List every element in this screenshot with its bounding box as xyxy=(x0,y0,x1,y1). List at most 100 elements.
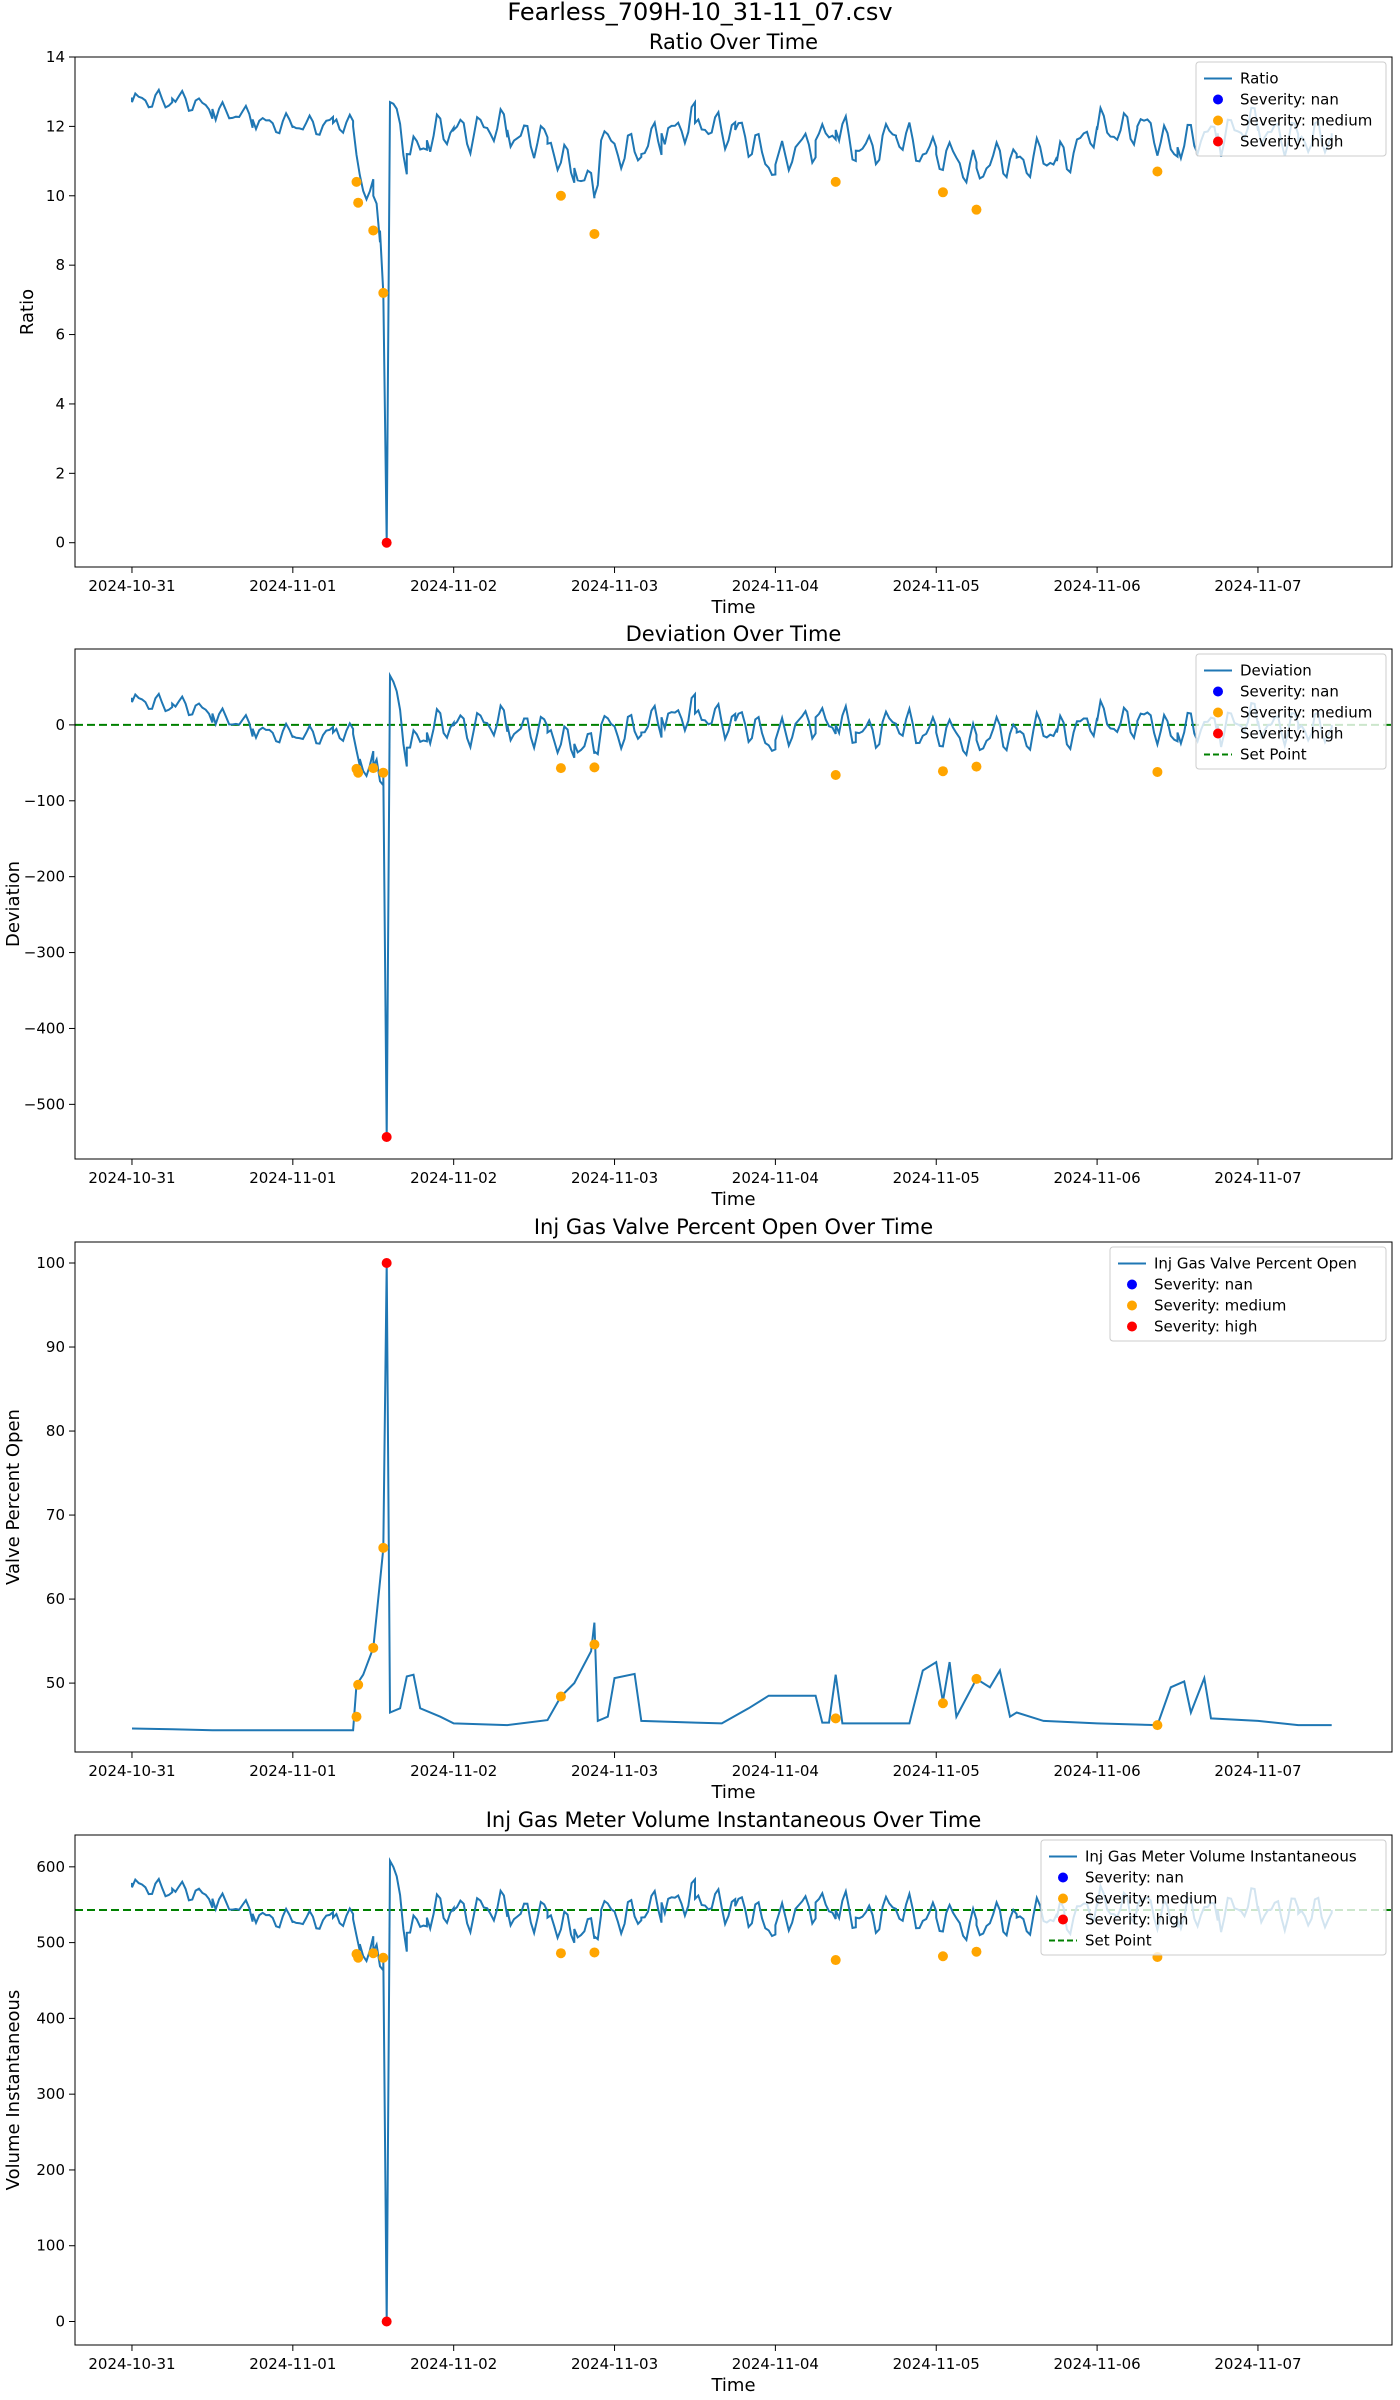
severity-medium-marker xyxy=(1152,166,1163,177)
chart-title: Inj Gas Meter Volume Instantaneous Over … xyxy=(486,1808,982,1832)
x-tick-label: 2024-11-07 xyxy=(1214,577,1301,595)
y-tick-label: 4 xyxy=(55,395,65,413)
x-axis-label: Time xyxy=(710,1782,755,1803)
legend: Inj Gas Valve Percent Open Severity: nan S… xyxy=(1109,1246,1387,1342)
severity-medium-marker xyxy=(368,763,379,774)
severity-high-marker xyxy=(381,1258,392,1269)
severity-medium-marker xyxy=(589,1639,600,1650)
severity-medium-marker xyxy=(353,767,364,778)
x-tick-label: 2024-11-01 xyxy=(249,1169,336,1187)
legend-severity-high-swatch xyxy=(1213,728,1223,739)
y-tick-label: −400 xyxy=(24,1019,65,1037)
figure-title: Fearless_709H-10_31-11_07.csv xyxy=(507,0,892,26)
legend-severity-medium-swatch xyxy=(1213,115,1223,126)
x-tick-label: 2024-10-31 xyxy=(88,577,175,595)
x-tick-label: 2024-11-01 xyxy=(249,577,336,595)
severity-medium-marker xyxy=(937,187,948,198)
severity-medium-marker xyxy=(555,1691,566,1702)
x-tick-label: 2024-11-04 xyxy=(732,577,819,595)
legend-entry-label: Severity: medium xyxy=(1085,1890,1217,1908)
chart-title: Inj Gas Valve Percent Open Over Time xyxy=(534,1215,933,1239)
chart-panel: Inj Gas Valve Percent Open Over Time 2024… xyxy=(3,1215,1393,1803)
legend-entry-label: Inj Gas Valve Percent Open xyxy=(1154,1255,1357,1273)
series-line xyxy=(131,87,1333,543)
axes-frame xyxy=(74,648,1393,1160)
y-tick-label: 0 xyxy=(55,2313,65,2331)
x-tick-label: 2024-11-05 xyxy=(893,2355,980,2373)
chart-panel: Ratio Over Time 2024-10-31 2024-11-01 2024-… xyxy=(17,30,1393,618)
legend-severity-nan-swatch xyxy=(1213,94,1223,105)
severity-medium-marker xyxy=(830,1955,841,1966)
x-axis-label: Time xyxy=(710,1189,755,1210)
legend-severity-nan-swatch xyxy=(1058,1872,1068,1883)
y-tick-label: 60 xyxy=(46,1590,65,1608)
severity-medium-marker xyxy=(555,763,566,774)
legend-severity-high-swatch xyxy=(1213,136,1223,147)
x-tick-label: 2024-11-01 xyxy=(249,1762,336,1780)
legend-entry-label: Severity: nan xyxy=(1085,1869,1184,1887)
legend-entry-label: Severity: nan xyxy=(1240,91,1339,109)
legend-entry-label: Set Point xyxy=(1085,1932,1152,1950)
legend-entry-label: Severity: medium xyxy=(1240,704,1372,722)
x-tick-label: 2024-11-07 xyxy=(1214,1169,1301,1187)
x-tick-label: 2024-11-06 xyxy=(1054,577,1141,595)
axes-frame xyxy=(74,1834,1393,2346)
legend-box xyxy=(1195,61,1387,157)
severity-medium-marker xyxy=(937,1951,948,1962)
legend: Deviation Severity: nan Severity: medium Se… xyxy=(1195,653,1387,770)
y-tick-label: 14 xyxy=(46,48,65,66)
legend-severity-medium-swatch xyxy=(1058,1893,1068,1904)
x-tick-label: 2024-11-04 xyxy=(732,1762,819,1780)
chart-title: Ratio Over Time xyxy=(649,30,818,54)
y-tick-label: 400 xyxy=(36,2009,65,2027)
y-tick-label: 10 xyxy=(46,187,65,205)
y-tick-label: 600 xyxy=(36,1858,65,1876)
legend-entry-label: Severity: high xyxy=(1085,1911,1188,1929)
legend-entry-label: Severity: medium xyxy=(1240,112,1372,130)
y-tick-label: 200 xyxy=(36,2161,65,2179)
x-tick-label: 2024-11-06 xyxy=(1054,2355,1141,2373)
x-tick-label: 2024-11-02 xyxy=(410,2355,497,2373)
y-axis-label: Valve Percent Open xyxy=(3,1409,24,1585)
severity-medium-marker xyxy=(378,1542,389,1553)
legend-severity-medium-swatch xyxy=(1213,707,1223,718)
legend-severity-high-swatch xyxy=(1058,1914,1068,1925)
x-tick-label: 2024-11-05 xyxy=(893,577,980,595)
x-tick-label: 2024-11-06 xyxy=(1054,1169,1141,1187)
legend-box xyxy=(1040,1839,1387,1956)
y-tick-label: −500 xyxy=(24,1095,65,1113)
chart-panel: Inj Gas Meter Volume Instantaneous Over … xyxy=(3,1808,1393,2396)
y-tick-label: 100 xyxy=(36,2237,65,2255)
severity-medium-marker xyxy=(378,287,389,298)
legend: Inj Gas Meter Volume Instantaneous Severi… xyxy=(1040,1839,1387,1956)
x-tick-label: 2024-10-31 xyxy=(88,2355,175,2373)
legend-entry-label: Ratio xyxy=(1240,70,1279,88)
severity-medium-marker xyxy=(589,228,600,239)
x-tick-label: 2024-10-31 xyxy=(88,1169,175,1187)
legend-entry-label: Severity: medium xyxy=(1154,1297,1286,1315)
x-tick-label: 2024-11-03 xyxy=(571,577,658,595)
severity-medium-marker xyxy=(589,762,600,773)
y-tick-label: 2 xyxy=(55,464,65,482)
severity-medium-marker xyxy=(368,225,379,236)
chart-title: Deviation Over Time xyxy=(626,622,842,646)
x-tick-label: 2024-11-07 xyxy=(1214,1762,1301,1780)
severity-medium-marker xyxy=(353,1952,364,1963)
y-tick-label: 8 xyxy=(55,256,65,274)
chart-panel: Deviation Over Time 2024-10-31 2024-11-01 2… xyxy=(3,622,1393,1210)
severity-medium-marker xyxy=(971,1673,982,1684)
severity-high-marker xyxy=(381,537,392,548)
x-tick-label: 2024-11-01 xyxy=(249,2355,336,2373)
severity-medium-marker xyxy=(830,1713,841,1724)
y-tick-label: 80 xyxy=(46,1422,65,1440)
legend-box xyxy=(1195,653,1387,770)
severity-high-marker xyxy=(381,2316,392,2327)
severity-medium-marker xyxy=(351,176,362,187)
x-tick-label: 2024-11-03 xyxy=(571,1762,658,1780)
severity-medium-marker xyxy=(1152,766,1163,777)
y-tick-label: 0 xyxy=(55,534,65,552)
x-tick-label: 2024-11-02 xyxy=(410,1169,497,1187)
y-axis-label: Ratio xyxy=(17,289,38,335)
severity-medium-marker xyxy=(353,197,364,208)
